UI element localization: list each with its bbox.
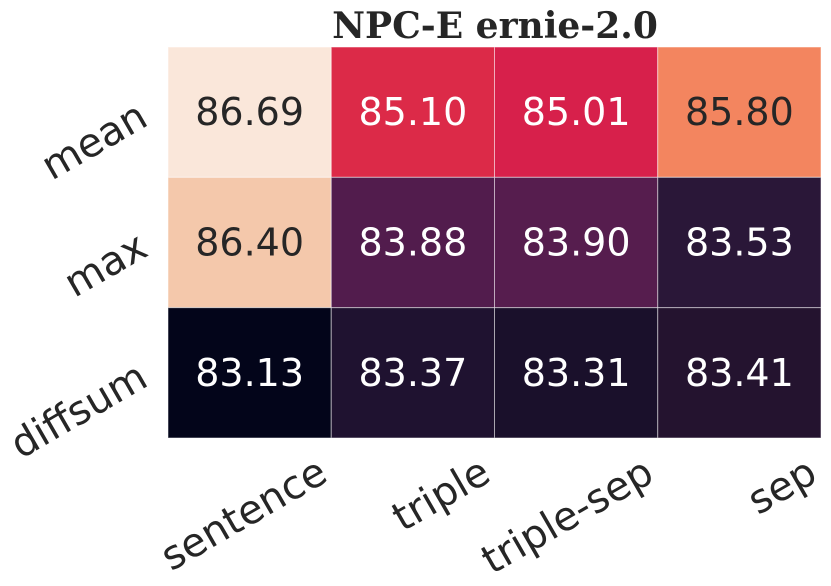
heatmap-cell bbox=[167, 176, 332, 309]
cell-label: 83.53 bbox=[685, 221, 794, 265]
heatmap-cell bbox=[657, 307, 822, 439]
cell-label: 83.37 bbox=[358, 351, 467, 395]
heatmap-cell bbox=[494, 46, 659, 178]
cell-label: 83.13 bbox=[195, 351, 304, 395]
cell-label: 83.88 bbox=[358, 221, 467, 265]
cell-label: 85.80 bbox=[685, 90, 794, 134]
cell-label: 83.41 bbox=[685, 351, 794, 395]
y-tick-label: diffsum bbox=[3, 354, 155, 468]
heatmap-cell bbox=[167, 46, 332, 178]
y-tick-label: max bbox=[57, 223, 155, 306]
x-tick-label: triple bbox=[384, 449, 497, 541]
x-tick-label: sentence bbox=[153, 449, 335, 580]
cell-label: 86.40 bbox=[195, 221, 304, 265]
heatmap-cell bbox=[657, 46, 822, 178]
cell-label: 83.31 bbox=[522, 351, 631, 395]
heatmap-cell bbox=[330, 46, 495, 178]
heatmap-cell bbox=[167, 307, 332, 439]
x-tick-label: triple-sep bbox=[474, 449, 661, 584]
cell-label: 85.01 bbox=[522, 90, 631, 134]
cell-label: 85.10 bbox=[358, 90, 467, 134]
chart-title: NPC-E ernie-2.0 bbox=[332, 5, 658, 47]
cell-label: 83.90 bbox=[522, 221, 631, 265]
cell-label: 86.69 bbox=[195, 90, 304, 134]
heatmap-cell bbox=[494, 176, 659, 309]
x-tick-label: sep bbox=[740, 449, 824, 524]
heatmap-cell bbox=[330, 307, 495, 439]
y-tick-label: mean bbox=[34, 93, 155, 190]
heatmap-cell bbox=[657, 176, 822, 309]
heatmap-cell bbox=[330, 176, 495, 309]
